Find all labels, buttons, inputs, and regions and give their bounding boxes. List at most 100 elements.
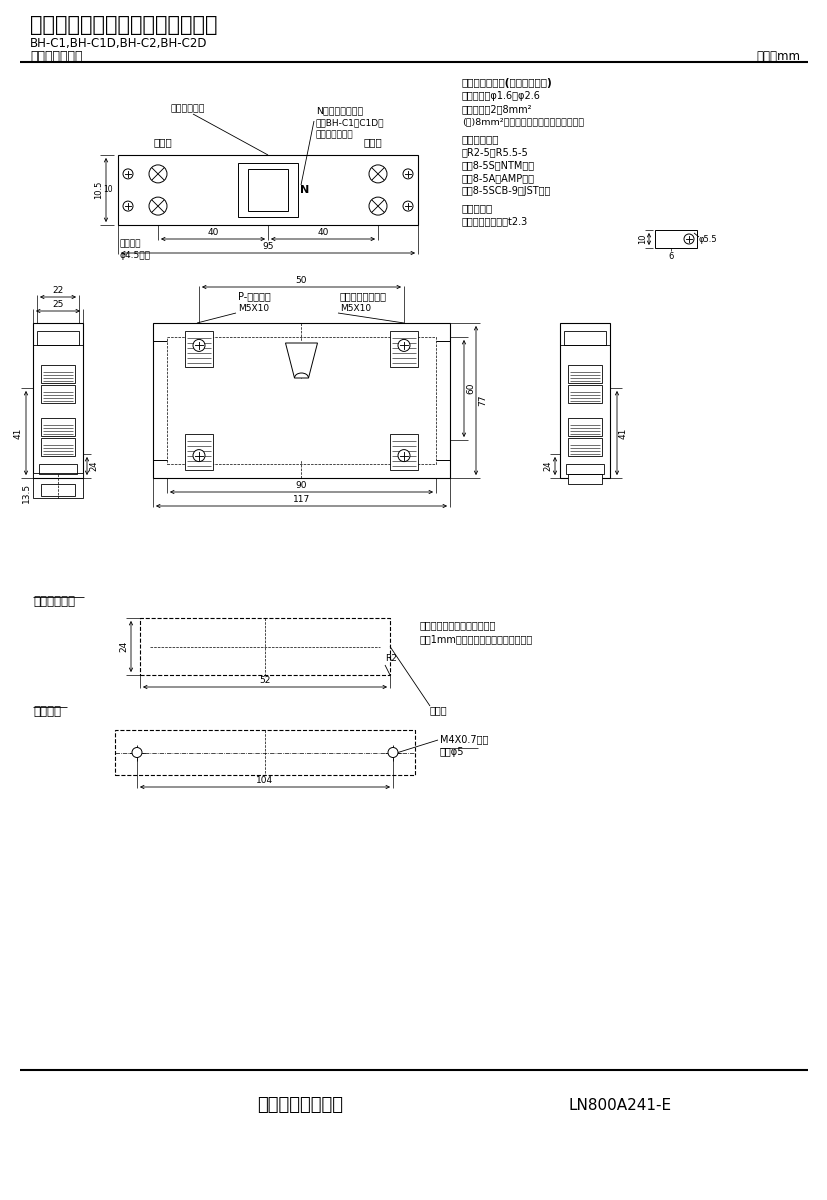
Bar [41, 438, 75, 456]
Text: 10: 10 [103, 186, 112, 194]
Bar [184, 434, 213, 470]
Text: 電源側: 電源側 [154, 137, 172, 146]
Text: 60: 60 [466, 383, 475, 395]
Circle shape [369, 197, 386, 215]
Bar [237, 163, 298, 217]
Text: 52: 52 [259, 676, 270, 685]
Text: 最大導帯板厚　t2.3: 最大導帯板厚 t2.3 [461, 216, 528, 226]
Text: φ4.5長穴: φ4.5長穴 [120, 251, 151, 260]
Bar [153, 323, 449, 478]
Bar [654, 230, 696, 248]
Text: φ5.5: φ5.5 [698, 234, 717, 244]
Text: 50: 50 [295, 276, 307, 284]
Text: 単位：mm: 単位：mm [755, 50, 799, 62]
Circle shape [398, 450, 409, 462]
Circle shape [388, 748, 398, 757]
Text: (注)8mm²電線は圧着端子をご使用下さい: (注)8mm²電線は圧着端子をご使用下さい [461, 116, 583, 126]
Circle shape [683, 234, 693, 244]
Text: P-なべねじ: P-なべねじ [237, 290, 270, 301]
Bar [563, 331, 605, 346]
Circle shape [398, 340, 409, 352]
Circle shape [193, 340, 205, 352]
Bar [567, 438, 601, 456]
Text: 95: 95 [262, 242, 274, 251]
Text: 遮断器の中心: 遮断器の中心 [170, 104, 205, 113]
Text: 24: 24 [119, 641, 128, 652]
Text: 117: 117 [293, 494, 310, 504]
Text: 8-5A（AMP社）: 8-5A（AMP社） [461, 173, 534, 182]
Circle shape [403, 202, 413, 211]
Text: 穴明寸法: 穴明寸法 [33, 704, 61, 718]
Bar [41, 484, 75, 496]
Text: 90: 90 [295, 481, 307, 490]
Circle shape [123, 202, 133, 211]
Text: 41: 41 [619, 427, 627, 439]
Text: 取付つめ: 取付つめ [120, 239, 141, 248]
Circle shape [149, 197, 167, 215]
Text: 24: 24 [88, 461, 98, 472]
Text: R2-5～R5.5-5: R2-5～R5.5-5 [461, 146, 528, 157]
Text: 8-5SCB-9（JST社）: 8-5SCB-9（JST社） [461, 186, 551, 196]
Text: M5X10: M5X10 [340, 304, 370, 313]
Text: 24: 24 [543, 461, 552, 472]
Text: N（中性線記号）: N（中性線記号） [316, 106, 363, 115]
Text: 導帯加工図: 導帯加工図 [461, 203, 493, 212]
Bar [140, 618, 390, 674]
Text: 適合圧着端子: 適合圧着端子 [461, 134, 499, 144]
Text: LN800A241-E: LN800A241-E [568, 1098, 671, 1112]
Text: 104: 104 [256, 776, 273, 785]
Bar [567, 418, 601, 436]
Bar [567, 365, 601, 383]
Text: 40: 40 [207, 228, 218, 236]
Text: 適合電線サイズ(負荷端子のみ): 適合電線サイズ(負荷端子のみ) [461, 78, 552, 88]
Bar [41, 385, 75, 403]
Text: R2: R2 [385, 654, 396, 662]
Bar [567, 474, 601, 484]
Bar [118, 155, 418, 226]
Bar [33, 323, 83, 478]
Text: 10.5: 10.5 [94, 181, 103, 199]
Text: より線：2～8mm²: より線：2～8mm² [461, 104, 532, 114]
Text: にのみ付きます: にのみ付きます [316, 130, 353, 139]
Text: 13.5: 13.5 [22, 482, 31, 503]
Text: 10: 10 [638, 234, 646, 245]
Text: 三菱電機株式会社: 三菱電機株式会社 [256, 1096, 342, 1114]
Text: セルフアップねじ: セルフアップねじ [340, 290, 386, 301]
Bar [37, 331, 79, 346]
Circle shape [193, 450, 205, 462]
Text: 注：BH-C1，C1D形: 注：BH-C1，C1D形 [316, 118, 384, 127]
Bar [566, 464, 603, 474]
Text: M5X10: M5X10 [237, 304, 269, 313]
Text: 41: 41 [14, 427, 23, 439]
Bar [184, 331, 213, 367]
Text: 穴明寸法は遮断器窓枠に対し: 穴明寸法は遮断器窓枠に対し [419, 620, 495, 630]
Text: N: N [299, 185, 308, 194]
Bar [248, 169, 288, 211]
Circle shape [149, 164, 167, 182]
Polygon shape [285, 343, 317, 378]
Circle shape [123, 169, 133, 179]
Circle shape [403, 169, 413, 179]
Bar [390, 434, 418, 470]
Bar [39, 464, 77, 474]
Text: 40: 40 [317, 228, 328, 236]
Bar [115, 730, 414, 775]
Text: 又はφ5: 又はφ5 [439, 746, 464, 757]
Circle shape [131, 748, 141, 757]
Bar [41, 365, 75, 383]
Text: 6: 6 [667, 252, 673, 260]
Bar [559, 323, 609, 478]
Bar [567, 385, 601, 403]
Text: 片側1mmの隙間をもたせた寸法です。: 片側1mmの隙間をもたせた寸法です。 [419, 634, 533, 644]
Bar [167, 337, 436, 464]
Text: 77: 77 [477, 395, 486, 407]
Text: 標準外形寸法図: 標準外形寸法図 [30, 50, 83, 62]
Circle shape [369, 164, 386, 182]
Text: 表板穴明寸法: 表板穴明寸法 [33, 595, 75, 608]
Text: 25: 25 [52, 300, 64, 308]
Text: BH-C1,BH-C1D,BH-C2,BH-C2D: BH-C1,BH-C1D,BH-C2,BH-C2D [30, 37, 208, 50]
Bar [390, 331, 418, 367]
Bar [33, 473, 83, 498]
Text: M4X0.7ねじ: M4X0.7ねじ [439, 734, 488, 744]
Text: 三菱分電盤用ノーヒューズ遮断器: 三菱分電盤用ノーヒューズ遮断器 [30, 14, 218, 35]
